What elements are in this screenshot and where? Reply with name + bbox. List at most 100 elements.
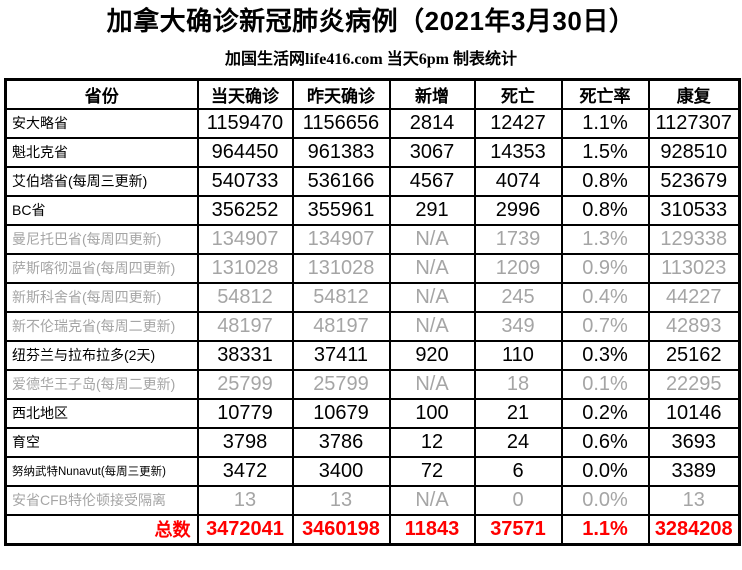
table-row: 魁北克省 964450 961383 3067 14353 1.5% 928510: [4, 136, 741, 168]
value-cell: 3389: [647, 455, 741, 487]
value-cell: 129338: [647, 223, 741, 255]
value-cell: 38331: [196, 339, 294, 371]
value-cell: 54812: [291, 281, 391, 313]
page-subtitle: 加国生活网life416.com 当天6pm 制表统计: [225, 50, 517, 68]
value-cell: 1159470: [196, 107, 294, 139]
value-cell: 0.9%: [560, 252, 650, 284]
value-cell: 0.4%: [560, 281, 650, 313]
value-cell: 4567: [388, 165, 476, 197]
value-cell: 13: [196, 484, 294, 516]
value-cell: 37411: [291, 339, 391, 371]
value-cell: 100: [388, 397, 476, 429]
column-header-new: 新增: [388, 78, 476, 110]
value-cell: 920: [388, 339, 476, 371]
covid-stats-table: 省份 当天确诊 昨天确诊 新增 死亡 死亡率 康复 安大略省 1159470 115…: [4, 77, 741, 546]
value-cell: 928510: [647, 136, 741, 168]
value-cell: 21: [473, 397, 563, 429]
value-cell: 0.2%: [560, 397, 650, 429]
value-cell: N/A: [388, 484, 476, 516]
value-cell: 0.0%: [560, 484, 650, 516]
value-cell: 0.8%: [560, 165, 650, 197]
value-cell: 0.7%: [560, 310, 650, 342]
value-cell: 13: [647, 484, 741, 516]
province-cell: 魁北克省: [4, 136, 199, 168]
value-cell: N/A: [388, 310, 476, 342]
column-header-province: 省份: [4, 78, 199, 110]
total-death-rate: 1.1%: [560, 513, 650, 546]
column-header-today: 当天确诊: [196, 78, 294, 110]
value-cell: 540733: [196, 165, 294, 197]
table-body: 安大略省 1159470 1156656 2814 12427 1.1% 1127307 魁北…: [4, 107, 741, 516]
column-header-recovered: 康复: [647, 78, 741, 110]
value-cell: 10679: [291, 397, 391, 429]
total-yesterday: 3460198: [291, 513, 391, 546]
table-row: 艾伯塔省(每周三更新) 540733 536166 4567 4074 0.8% 52367…: [4, 165, 741, 197]
table-row: 努纳武特Nunavut(每周三更新) 3472 3400 72 6 0.0% 3389: [4, 455, 741, 487]
province-cell: BC省: [4, 194, 199, 226]
province-cell: 艾伯塔省(每周三更新): [4, 165, 199, 197]
province-cell: 新斯科舍省(每周四更新): [4, 281, 199, 313]
value-cell: 3400: [291, 455, 391, 487]
table-row: 纽芬兰与拉布拉多(2天) 38331 37411 920 110 0.3% 25162: [4, 339, 741, 371]
province-cell: 曼尼托巴省(每周四更新): [4, 223, 199, 255]
table-row: BC省 356252 355961 291 2996 0.8% 310533: [4, 194, 741, 226]
value-cell: N/A: [388, 281, 476, 313]
table-row: 安省CFB特伦顿接受隔离 13 13 N/A 0 0.0% 13: [4, 484, 741, 516]
value-cell: 1127307: [647, 107, 741, 139]
value-cell: 48197: [291, 310, 391, 342]
value-cell: 3472: [196, 455, 294, 487]
value-cell: 131028: [196, 252, 294, 284]
value-cell: 13: [291, 484, 391, 516]
value-cell: 4074: [473, 165, 563, 197]
value-cell: 24: [473, 426, 563, 458]
value-cell: 536166: [291, 165, 391, 197]
value-cell: 110: [473, 339, 563, 371]
value-cell: 3693: [647, 426, 741, 458]
value-cell: 1.3%: [560, 223, 650, 255]
value-cell: 2996: [473, 194, 563, 226]
value-cell: 3067: [388, 136, 476, 168]
value-cell: 523679: [647, 165, 741, 197]
table-row: 西北地区 10779 10679 100 21 0.2% 10146: [4, 397, 741, 429]
value-cell: 54812: [196, 281, 294, 313]
total-label: 总数: [4, 513, 199, 546]
value-cell: 6: [473, 455, 563, 487]
value-cell: 0.0%: [560, 455, 650, 487]
total-today: 3472041: [196, 513, 294, 546]
value-cell: N/A: [388, 223, 476, 255]
value-cell: 0.6%: [560, 426, 650, 458]
value-cell: 25162: [647, 339, 741, 371]
total-new: 11843: [388, 513, 476, 546]
value-cell: 0: [473, 484, 563, 516]
value-cell: 10146: [647, 397, 741, 429]
value-cell: 1209: [473, 252, 563, 284]
value-cell: 356252: [196, 194, 294, 226]
value-cell: 0.1%: [560, 368, 650, 400]
page-title: 加拿大确诊新冠肺炎病例（2021年3月30日）: [106, 6, 636, 36]
table-row: 安大略省 1159470 1156656 2814 12427 1.1% 1127307: [4, 107, 741, 139]
value-cell: 25799: [291, 368, 391, 400]
value-cell: 245: [473, 281, 563, 313]
province-cell: 努纳武特Nunavut(每周三更新): [4, 455, 199, 487]
value-cell: 961383: [291, 136, 391, 168]
value-cell: 1739: [473, 223, 563, 255]
value-cell: 355961: [291, 194, 391, 226]
table-footer: 总数 3472041 3460198 11843 37571 1.1% 3284…: [4, 513, 741, 546]
value-cell: 1156656: [291, 107, 391, 139]
value-cell: 964450: [196, 136, 294, 168]
value-cell: 42893: [647, 310, 741, 342]
value-cell: 3798: [196, 426, 294, 458]
total-recovered: 3284208: [647, 513, 741, 546]
value-cell: 25799: [196, 368, 294, 400]
province-cell: 新不伦瑞克省(每周二更新): [4, 310, 199, 342]
table-row: 新不伦瑞克省(每周二更新) 48197 48197 N/A 349 0.7% 42893: [4, 310, 741, 342]
value-cell: 44227: [647, 281, 741, 313]
table-row: 爱德华王子岛(每周二更新) 25799 25799 N/A 18 0.1% 22295: [4, 368, 741, 400]
total-deaths: 37571: [473, 513, 563, 546]
value-cell: 1.5%: [560, 136, 650, 168]
column-header-death-rate: 死亡率: [560, 78, 650, 110]
value-cell: 349: [473, 310, 563, 342]
value-cell: 131028: [291, 252, 391, 284]
value-cell: 2814: [388, 107, 476, 139]
value-cell: 113023: [647, 252, 741, 284]
